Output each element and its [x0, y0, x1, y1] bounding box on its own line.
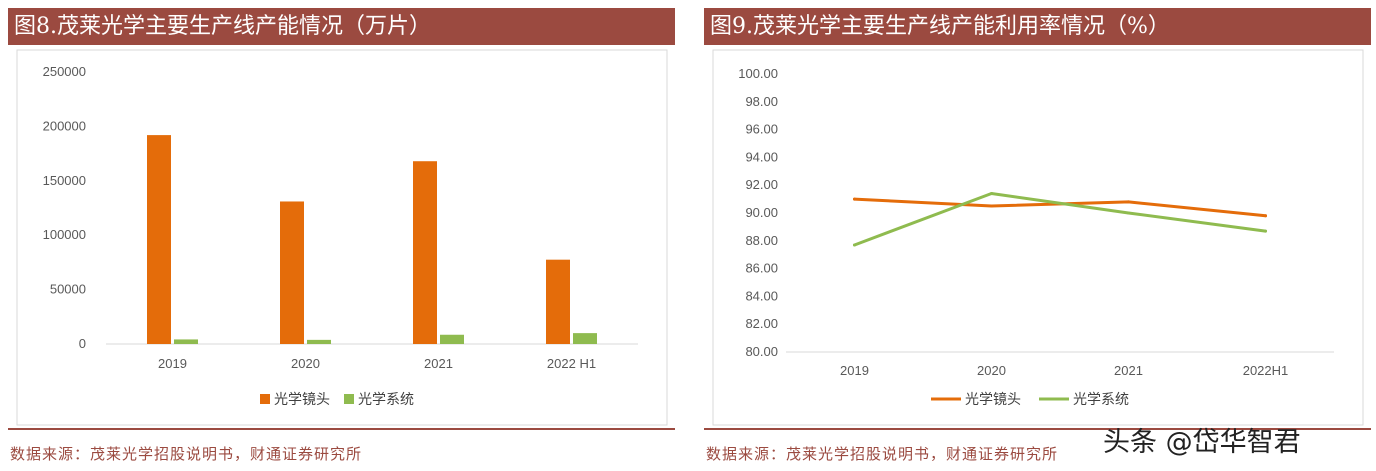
- bar-system: [174, 339, 198, 344]
- left-chart-panel: 图8.茂莱光学主要生产线产能情况（万片） 0 50000 100000 150000 2…: [8, 8, 675, 471]
- y-tick-label: 88.00: [745, 233, 778, 248]
- series-line-lens: [853, 197, 1267, 218]
- data-point-system: [990, 192, 993, 196]
- series-line-system: [853, 192, 1267, 247]
- left-source-note: 数据来源：茂莱光学招股说明书，财通证券研究所: [10, 445, 363, 463]
- left-divider: [8, 428, 675, 430]
- right-chart-title: 图9.茂莱光学主要生产线产能利用率情况（%）: [704, 8, 1371, 45]
- left-chart-title: 图8.茂莱光学主要生产线产能情况（万片）: [8, 8, 675, 45]
- y-tick-label: 150000: [43, 173, 86, 188]
- x-tick-label: 2022H1: [1243, 363, 1289, 378]
- data-point-system: [1127, 211, 1130, 215]
- x-tick-label: 2019: [840, 363, 869, 378]
- x-tick-label: 2022 H1: [547, 356, 596, 371]
- x-tick-label: 2019: [158, 356, 187, 371]
- y-tick-label: 98.00: [745, 94, 778, 109]
- y-tick-label: 96.00: [745, 122, 778, 137]
- bar-system: [573, 333, 597, 344]
- y-tick-label: 100000: [43, 227, 86, 242]
- right-chart-panel: 图9.茂莱光学主要生产线产能利用率情况（%） 80.00 82.00 84.00 86…: [704, 8, 1371, 471]
- x-tick-label: 2020: [977, 363, 1006, 378]
- y-tick-label: 100.00: [738, 66, 778, 81]
- data-point-lens: [990, 204, 993, 208]
- data-point-lens: [1264, 214, 1267, 218]
- bar-lens: [546, 259, 570, 344]
- bar-lens: [147, 135, 171, 344]
- y-tick-label: 92.00: [745, 177, 778, 192]
- bar-system: [307, 339, 331, 344]
- y-tick-label: 50000: [50, 282, 86, 297]
- data-point-system: [853, 243, 856, 247]
- legend-label: 光学镜头: [274, 392, 330, 408]
- x-tick-label: 2021: [424, 356, 453, 371]
- y-tick-label: 86.00: [745, 261, 778, 276]
- bar-lens: [280, 201, 304, 344]
- right-divider: [704, 428, 1371, 430]
- bar-plot-border: [16, 49, 668, 426]
- y-tick-label: 200000: [43, 118, 86, 133]
- y-tick-label: 80.00: [745, 344, 778, 359]
- data-point-lens: [1127, 200, 1130, 204]
- y-tick-label: 250000: [43, 64, 86, 79]
- legend-swatch: [260, 394, 270, 404]
- y-tick-label: 94.00: [745, 149, 778, 164]
- data-point-lens: [853, 197, 856, 201]
- y-tick-label: 82.00: [745, 316, 778, 331]
- watermark: 头条 @岱华智君: [1103, 427, 1301, 458]
- legend-label: 光学镜头: [965, 392, 1021, 408]
- x-tick-label: 2021: [1114, 363, 1143, 378]
- legend-label: 光学系统: [1073, 392, 1129, 408]
- y-tick-label: 84.00: [745, 288, 778, 303]
- line-plot-border: [712, 49, 1364, 426]
- legend-label: 光学系统: [358, 392, 414, 408]
- legend-swatch: [344, 394, 354, 404]
- right-source-note: 数据来源：茂莱光学招股说明书，财通证券研究所: [706, 445, 1059, 463]
- x-tick-label: 2020: [291, 356, 320, 371]
- utilization-line-chart: 80.00 82.00 84.00 86.00 88.00 90.00 92.00 94.00…: [712, 49, 1364, 426]
- bar-lens: [413, 161, 437, 344]
- bar-system: [440, 334, 464, 344]
- y-tick-label: 90.00: [745, 205, 778, 220]
- capacity-bar-chart: 0 50000 100000 150000 200000 250000 2019 2020 20…: [16, 49, 668, 426]
- y-tick-label: 0: [79, 336, 86, 351]
- data-point-system: [1264, 229, 1267, 233]
